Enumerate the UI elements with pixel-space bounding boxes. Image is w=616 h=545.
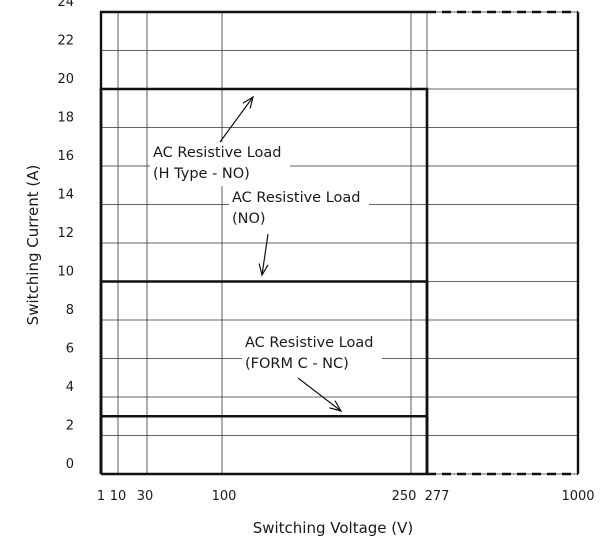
y-tick-2: 2	[66, 419, 74, 434]
series-label-no: AC Resistive Load (NO)	[232, 190, 361, 227]
y-tick-12: 12	[57, 226, 74, 241]
series-label-line: AC Resistive Load	[153, 145, 282, 161]
arrow-no	[261, 233, 269, 276]
grid	[100, 11, 579, 475]
y-tick-4: 4	[66, 380, 74, 395]
series-lines	[99, 87, 429, 474]
x-axis-title: Switching Voltage (V)	[253, 519, 414, 537]
arrowhead-h-type-no	[242, 95, 254, 109]
series-label-line: AC Resistive Load	[245, 335, 374, 351]
y-tick-24: 24	[57, 0, 74, 10]
x-tick-100: 100	[212, 489, 237, 504]
x-tick-30: 30	[137, 489, 154, 504]
series-label-line: (NO)	[232, 211, 266, 227]
arrowhead-no	[258, 263, 269, 277]
arrow-form-c-nc	[297, 377, 342, 412]
annotations: AC Resistive Load (H Type - NO)AC Resisti…	[150, 95, 382, 412]
x-tick-277: 277	[425, 489, 450, 504]
series-label-line: (FORM C - NC)	[245, 356, 349, 372]
series-label-line: (H Type - NO)	[153, 166, 250, 182]
label-backdrop-form-c-nc	[242, 332, 382, 376]
y-tick-10: 10	[57, 265, 74, 280]
x-tick-1: 1	[97, 489, 105, 504]
x-tick-250: 250	[392, 489, 417, 504]
series-line-form-c-nc	[99, 414, 429, 474]
y-tick-14: 14	[57, 188, 74, 203]
series-label-line: AC Resistive Load	[232, 190, 361, 206]
label-backdrop-h-type-no	[150, 142, 290, 186]
y-tick-0: 0	[66, 457, 74, 472]
series-line-no	[99, 280, 429, 474]
series-label-h-type-no: AC Resistive Load (H Type - NO)	[153, 145, 282, 182]
y-tick-8: 8	[66, 303, 74, 318]
y-tick-16: 16	[57, 149, 74, 164]
x-tick-labels: 1 10 30 100 250 277 1000	[97, 489, 595, 504]
y-tick-22: 22	[57, 34, 74, 49]
y-axis-title: Switching Current (A)	[24, 165, 42, 326]
label-backdrop-no	[229, 187, 369, 231]
y-tick-18: 18	[57, 111, 74, 126]
x-tick-10: 10	[110, 489, 127, 504]
y-tick-6: 6	[66, 342, 74, 357]
arrowhead-form-c-nc	[329, 400, 343, 412]
y-tick-20: 20	[57, 72, 74, 87]
x-tick-1000: 1000	[561, 489, 594, 504]
series-label-form-c-nc: AC Resistive Load (FORM C - NC)	[245, 335, 374, 372]
arrow-h-type-no	[219, 96, 254, 143]
